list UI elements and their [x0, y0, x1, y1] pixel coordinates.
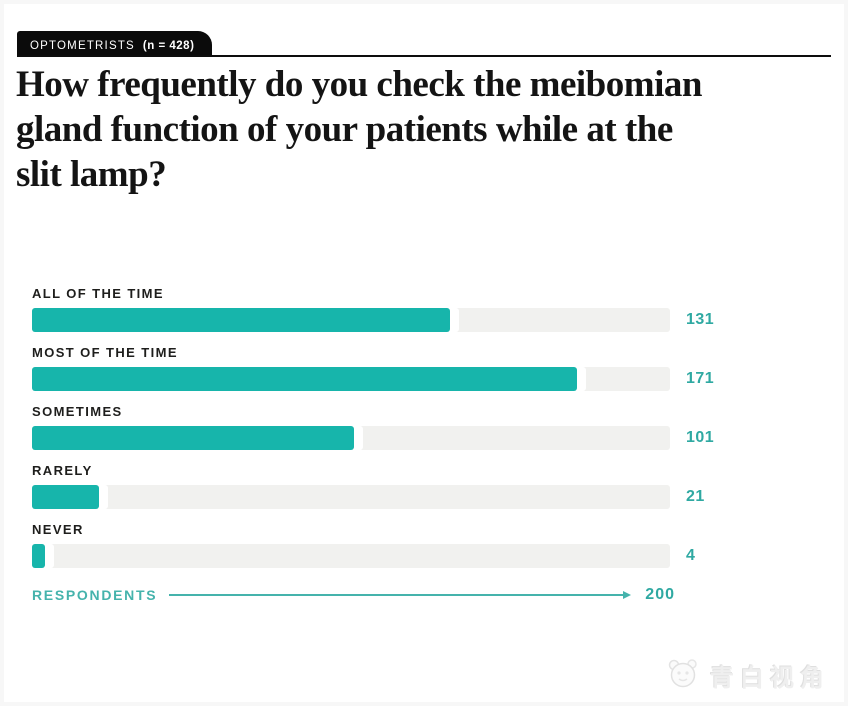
bar-chart: ALL OF THE TIME 131 MOST OF THE TIME 171…: [32, 286, 752, 581]
chart-row: MOST OF THE TIME 171: [32, 345, 752, 391]
bar-value: 4: [686, 547, 696, 564]
badge-label: OPTOMETRISTS: [30, 40, 135, 52]
bar-value: 171: [686, 370, 715, 387]
bar-line: 4: [32, 544, 752, 568]
watermark-text: 青白视角: [710, 665, 830, 692]
panda-face-logo-icon: [665, 657, 701, 694]
chart-row: ALL OF THE TIME 131: [32, 286, 752, 332]
title-line-2: gland function of your patients while at…: [16, 109, 673, 150]
bar-value: 101: [686, 429, 715, 446]
bar-label: RARELY: [32, 463, 93, 478]
badge-sample-size: (n = 428): [142, 40, 195, 52]
bar-fill: [32, 544, 45, 568]
chart-row: NEVER 4: [32, 522, 752, 568]
bar-label: MOST OF THE TIME: [32, 345, 178, 360]
axis-max-value: 200: [645, 586, 675, 603]
axis-arrow-line: [169, 590, 632, 599]
respondents-axis: RESPONDENTS 200: [32, 586, 675, 604]
header-rule: [17, 55, 831, 57]
bar-track: [32, 485, 670, 509]
bar-fill: [32, 426, 355, 450]
bar-track: [32, 367, 670, 391]
respondent-group-badge: OPTOMETRISTS (n = 428): [17, 31, 213, 56]
bar-track: [32, 426, 670, 450]
bar-line: 21: [32, 485, 752, 509]
title-line-1: How frequently do you check the meibomia…: [16, 64, 702, 105]
bar-label: ALL OF THE TIME: [32, 286, 164, 301]
bar-label: NEVER: [32, 522, 84, 537]
bar-line: 131: [32, 308, 752, 332]
question-title: How frequently do you check the meibomia…: [16, 62, 836, 197]
bar-line: 171: [32, 367, 752, 391]
bar-track: [32, 308, 670, 332]
title-line-3: slit lamp?: [16, 154, 167, 195]
watermark: 青白视角: [665, 657, 830, 694]
axis-label: RESPONDENTS: [32, 587, 158, 603]
bar-fill: [32, 485, 99, 509]
bar-track: [32, 544, 670, 568]
chart-row: RARELY 21: [32, 463, 752, 509]
chart-rows: ALL OF THE TIME 131 MOST OF THE TIME 171…: [32, 286, 752, 568]
bar-label: SOMETIMES: [32, 404, 123, 419]
bar-value: 21: [686, 488, 705, 505]
bar-fill: [32, 308, 450, 332]
bar-value: 131: [686, 311, 715, 328]
bar-line: 101: [32, 426, 752, 450]
chart-row: SOMETIMES 101: [32, 404, 752, 450]
bar-fill: [32, 367, 578, 391]
